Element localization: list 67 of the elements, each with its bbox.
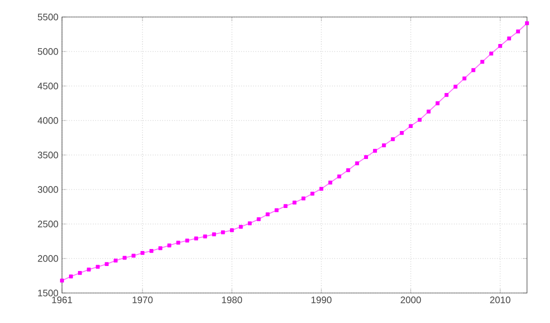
y-tick-label: 5000: [38, 48, 58, 55]
y-tick-label: 1500: [38, 290, 58, 296]
point: [400, 130, 404, 135]
point: [140, 251, 144, 255]
point: [382, 143, 386, 148]
point: [122, 256, 127, 260]
point: [78, 271, 82, 275]
point: [471, 68, 476, 72]
point: [337, 174, 342, 178]
point: [176, 240, 180, 245]
point: [302, 196, 306, 200]
x-tick-label: 2000: [400, 296, 421, 304]
point: [408, 124, 413, 128]
point: [292, 200, 296, 205]
point: [507, 36, 512, 40]
point: [390, 137, 395, 142]
point: [516, 30, 520, 34]
point: [436, 101, 440, 106]
x-tick-label: 1980: [222, 296, 242, 304]
point: [346, 168, 350, 172]
point: [238, 224, 243, 229]
point: [221, 230, 225, 234]
point: [266, 212, 270, 216]
point: [274, 208, 279, 212]
x-tick-label: 2010: [490, 296, 510, 304]
x-tick-label: 1990: [312, 296, 332, 304]
y-tick-label: 3000: [38, 186, 58, 193]
y-tick-label: 4500: [38, 82, 58, 90]
point: [167, 243, 172, 248]
point: [480, 60, 484, 64]
point: [462, 76, 466, 80]
y-tick-label: 4000: [38, 117, 58, 124]
x-tick-label: 1961: [52, 296, 72, 304]
point: [212, 232, 216, 236]
point: [319, 186, 324, 191]
point: [203, 234, 208, 238]
point: [444, 93, 448, 97]
point: [104, 262, 109, 266]
point: [489, 52, 494, 56]
point: [86, 268, 91, 272]
point: [149, 248, 154, 253]
point: [132, 254, 136, 258]
y-tick-label: 5500: [38, 14, 58, 20]
point: [69, 274, 73, 278]
y-tick-label: 2500: [38, 220, 58, 228]
point: [256, 217, 261, 222]
point: [498, 44, 502, 48]
point: [60, 278, 64, 283]
point: [185, 238, 190, 243]
point: [426, 110, 431, 114]
point: [328, 180, 332, 185]
point: [310, 192, 314, 196]
point: [194, 236, 198, 240]
point: [355, 161, 360, 166]
point: [418, 118, 422, 122]
point: [158, 246, 162, 250]
y-tick-label: 3500: [38, 152, 58, 158]
point: [525, 21, 529, 26]
y-tick-label: 2000: [38, 255, 58, 262]
point: [364, 155, 368, 160]
point: [373, 148, 377, 153]
point: [248, 221, 252, 226]
point: [114, 258, 118, 263]
point: [454, 84, 458, 89]
point: [230, 228, 234, 232]
x-tick-label: 1970: [132, 296, 153, 304]
point: [284, 204, 288, 208]
